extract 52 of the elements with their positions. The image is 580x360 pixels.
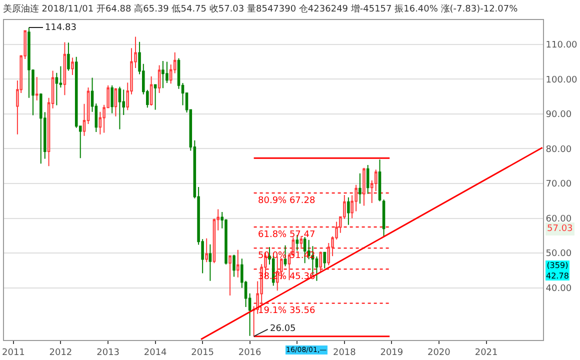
- x-tick-label: 2011: [2, 348, 25, 358]
- candlestick: [347, 196, 350, 226]
- candlestick: [208, 244, 212, 282]
- y-tick-label: 60.00: [546, 214, 572, 224]
- candlestick: [232, 254, 236, 278]
- candlestick: [63, 42, 66, 96]
- candlestick: [378, 158, 382, 202]
- candlestick: [158, 64, 161, 94]
- candlestick: [40, 92, 42, 164]
- y-tick-label: 110.00: [546, 40, 578, 50]
- candlestick: [362, 167, 366, 206]
- y-tick-label: 80.00: [546, 144, 572, 155]
- text: (359) 42.78: [546, 261, 569, 280]
- candlestick: [114, 88, 118, 117]
- candlestick: [358, 172, 362, 204]
- candlestick: [71, 57, 74, 76]
- candlestick: [110, 84, 114, 114]
- x-tick-label: 2012: [49, 348, 72, 358]
- ref-line-label: 19.1% 35.56: [258, 306, 316, 316]
- x-tick-label: 2015: [191, 348, 214, 358]
- y-tick-label: 70.00: [546, 180, 572, 190]
- y-tick-label: 90.00: [546, 110, 572, 120]
- candlestick: [118, 86, 122, 130]
- candlestick: [150, 76, 153, 106]
- x-tick-label: 2016: [238, 348, 262, 358]
- ref-line-label: 80.9% 67.28: [258, 196, 316, 206]
- candlestick: [205, 238, 208, 263]
- candlestick: [67, 42, 70, 72]
- ref-line-label: 61.8% 57.47: [258, 230, 316, 240]
- annotation: 26.05: [270, 324, 296, 334]
- y-tick-label: 100.00: [546, 75, 578, 86]
- x-tick-label: 2019: [380, 348, 404, 358]
- x-tick-label: 2013: [96, 348, 120, 358]
- candlestick: [162, 60, 164, 89]
- candlestick: [366, 164, 370, 194]
- candlestick: [154, 84, 157, 110]
- annotation: 57.03: [547, 224, 573, 234]
- x-tick-label: 2014: [144, 348, 168, 358]
- y-tick-label: 40.00: [546, 284, 572, 294]
- x-tick-label: 2020: [427, 348, 451, 358]
- chart-title: 美原油连 2018/11/01 开64.88 高65.39 低54.75 收57.03 量8547390 仓4236249 增-45157 振16.40% 涨(-7.83)-12.07%: [2, 4, 518, 15]
- annotation: 114.83: [45, 23, 76, 33]
- candlestick: [319, 251, 322, 274]
- y-tick-label: 50.00: [546, 249, 572, 260]
- x-tick-label: 2021: [474, 348, 498, 358]
- candlestick: [382, 199, 386, 238]
- candlestick: [323, 252, 326, 269]
- x-tick-label: 2018: [332, 348, 356, 358]
- candlestick: [300, 236, 303, 250]
- candlestick: [228, 254, 232, 296]
- candlestick: [35, 76, 38, 101]
- candlestick: [236, 249, 240, 278]
